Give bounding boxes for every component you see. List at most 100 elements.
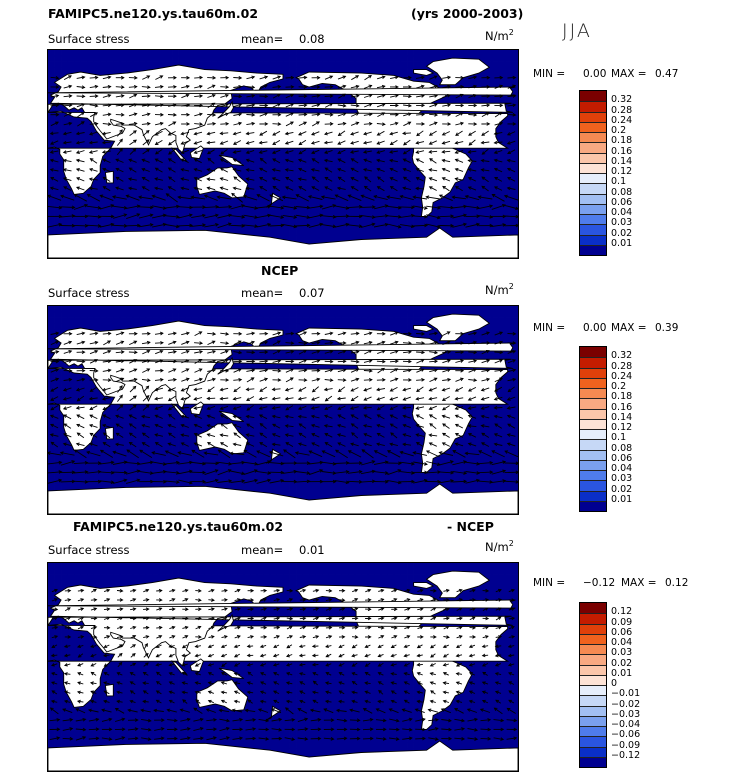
panel2-map-cell	[119, 433, 127, 440]
panel2-map-cell	[178, 444, 186, 451]
panel1-map-vector	[494, 122, 503, 126]
panel1-map-cell	[126, 67, 134, 74]
panel1-map-vector	[269, 214, 284, 219]
panel1-map-vector-head	[324, 131, 328, 136]
panel1-map-cell	[106, 55, 114, 62]
panel1-map-vector-head	[264, 75, 269, 80]
panel1-map-cell	[446, 96, 454, 103]
panel1-map-cell	[367, 165, 375, 172]
panel1-map-cell	[87, 119, 95, 126]
panel1-map-vector-head	[293, 206, 298, 210]
panel1-map-vector	[494, 141, 503, 144]
panel1-map-vector-head	[486, 94, 491, 98]
panel2-map-cell	[54, 317, 62, 324]
panel1-map-cell	[256, 171, 264, 178]
panel1-map-vector-head	[506, 186, 511, 191]
panel2-map-cell	[204, 410, 212, 417]
panel1-map-cell	[407, 194, 414, 201]
panel1-map-vector	[337, 113, 346, 117]
panel2-header: NCEP	[261, 263, 299, 278]
panel1-map-vector	[377, 186, 385, 192]
panel2-map-cell	[172, 306, 179, 313]
panel1-map-cell	[67, 200, 75, 207]
panel1-map-cell	[341, 148, 349, 155]
panel2-map-cell	[126, 427, 134, 434]
panel1-map-cell	[250, 107, 258, 114]
panel1-map-cell	[367, 55, 375, 62]
panel1-map-cell	[276, 50, 284, 57]
panel1-map-cell	[119, 206, 127, 213]
panel1-map-vector	[217, 223, 232, 229]
panel1-map-cell	[361, 177, 369, 184]
panel1-map-cell	[400, 200, 408, 207]
panel1-map-cell	[74, 119, 82, 126]
panel1-map-land-uk	[47, 86, 516, 97]
panel1-map-cell	[250, 61, 258, 68]
panel2-map-cell	[185, 450, 193, 457]
panel2-map-cell	[106, 467, 114, 474]
panel1-map-cell	[413, 171, 421, 178]
panel1-map-cell	[289, 67, 297, 74]
panel1-map-vector	[102, 131, 111, 135]
panel1-map-vector-head	[162, 213, 167, 218]
panel1-map-vector	[282, 214, 297, 218]
panel1-map-cell	[465, 177, 473, 184]
panel2-map-cell	[145, 479, 153, 486]
panel2-map-cell	[230, 410, 238, 417]
panel1-map-vector	[416, 85, 425, 89]
panel2-map-cell	[61, 456, 68, 463]
panel1-map-cell	[309, 50, 317, 57]
panel1-map-vector-head	[75, 167, 80, 172]
panel1-map-vector-head	[436, 224, 441, 229]
panel1-map-cell	[367, 61, 375, 68]
panel1-map-vector	[125, 205, 140, 209]
panel1-map-cell	[315, 229, 323, 236]
panel1-map-vector-head	[329, 75, 334, 79]
panel1-map-vector	[350, 85, 359, 89]
panel1-map-vector	[308, 205, 323, 209]
panel2-map-cell	[165, 444, 173, 451]
panel1-map-vector-head	[319, 213, 324, 218]
panel1-map-vector	[115, 123, 124, 125]
panel1-map-vector-head	[225, 121, 230, 126]
panel1-map-cell	[87, 61, 95, 68]
panel1-map-cell	[341, 165, 349, 172]
panel2-map-cell	[48, 340, 55, 347]
panel1-map-cell	[263, 223, 271, 230]
panel1-map-cell	[289, 182, 297, 190]
panel1-map-cell	[296, 177, 303, 184]
panel1-map-vector-head	[395, 103, 399, 108]
panel1-map-cell	[93, 223, 101, 230]
panel1-map-vector-head	[251, 75, 256, 80]
panel2-map-cell	[54, 444, 62, 451]
panel2-map-cell	[48, 456, 55, 463]
panel1-map-cell	[152, 148, 160, 155]
panel1-map-vector	[259, 177, 268, 182]
panel1-map-vector-head	[489, 215, 494, 219]
panel1-map-cell	[204, 148, 212, 155]
panel2-map-cell	[211, 479, 219, 486]
panel1-map-vector	[112, 224, 127, 227]
panel2-map-cell	[67, 381, 75, 388]
panel2-map-cell	[145, 421, 153, 428]
panel1-colorbar-swatch	[580, 132, 606, 143]
panel1-map-cell	[48, 119, 55, 126]
panel1-map-cell	[400, 217, 408, 224]
panel1-map-vector-head	[107, 122, 112, 126]
panel1-map-cell	[276, 165, 284, 172]
panel1-map-cell	[341, 61, 349, 68]
panel2-map-cell	[100, 323, 108, 330]
panel1-map-vector-head	[441, 132, 446, 136]
panel1-map-vector	[351, 158, 359, 164]
panel2-map-cell	[87, 311, 95, 318]
panel1-map-cell	[309, 206, 317, 213]
panel1-map-vector	[351, 167, 359, 173]
panel1-map-cell	[400, 182, 408, 190]
panel1-map-cell	[158, 50, 166, 57]
panel1-map-cell	[289, 217, 297, 224]
panel2-map-cell	[67, 467, 75, 474]
panel1-map-cell	[491, 50, 499, 57]
panel1-map-cell	[165, 50, 173, 57]
panel1-map-vector-head	[467, 177, 472, 181]
panel1-map-cell	[498, 96, 506, 103]
